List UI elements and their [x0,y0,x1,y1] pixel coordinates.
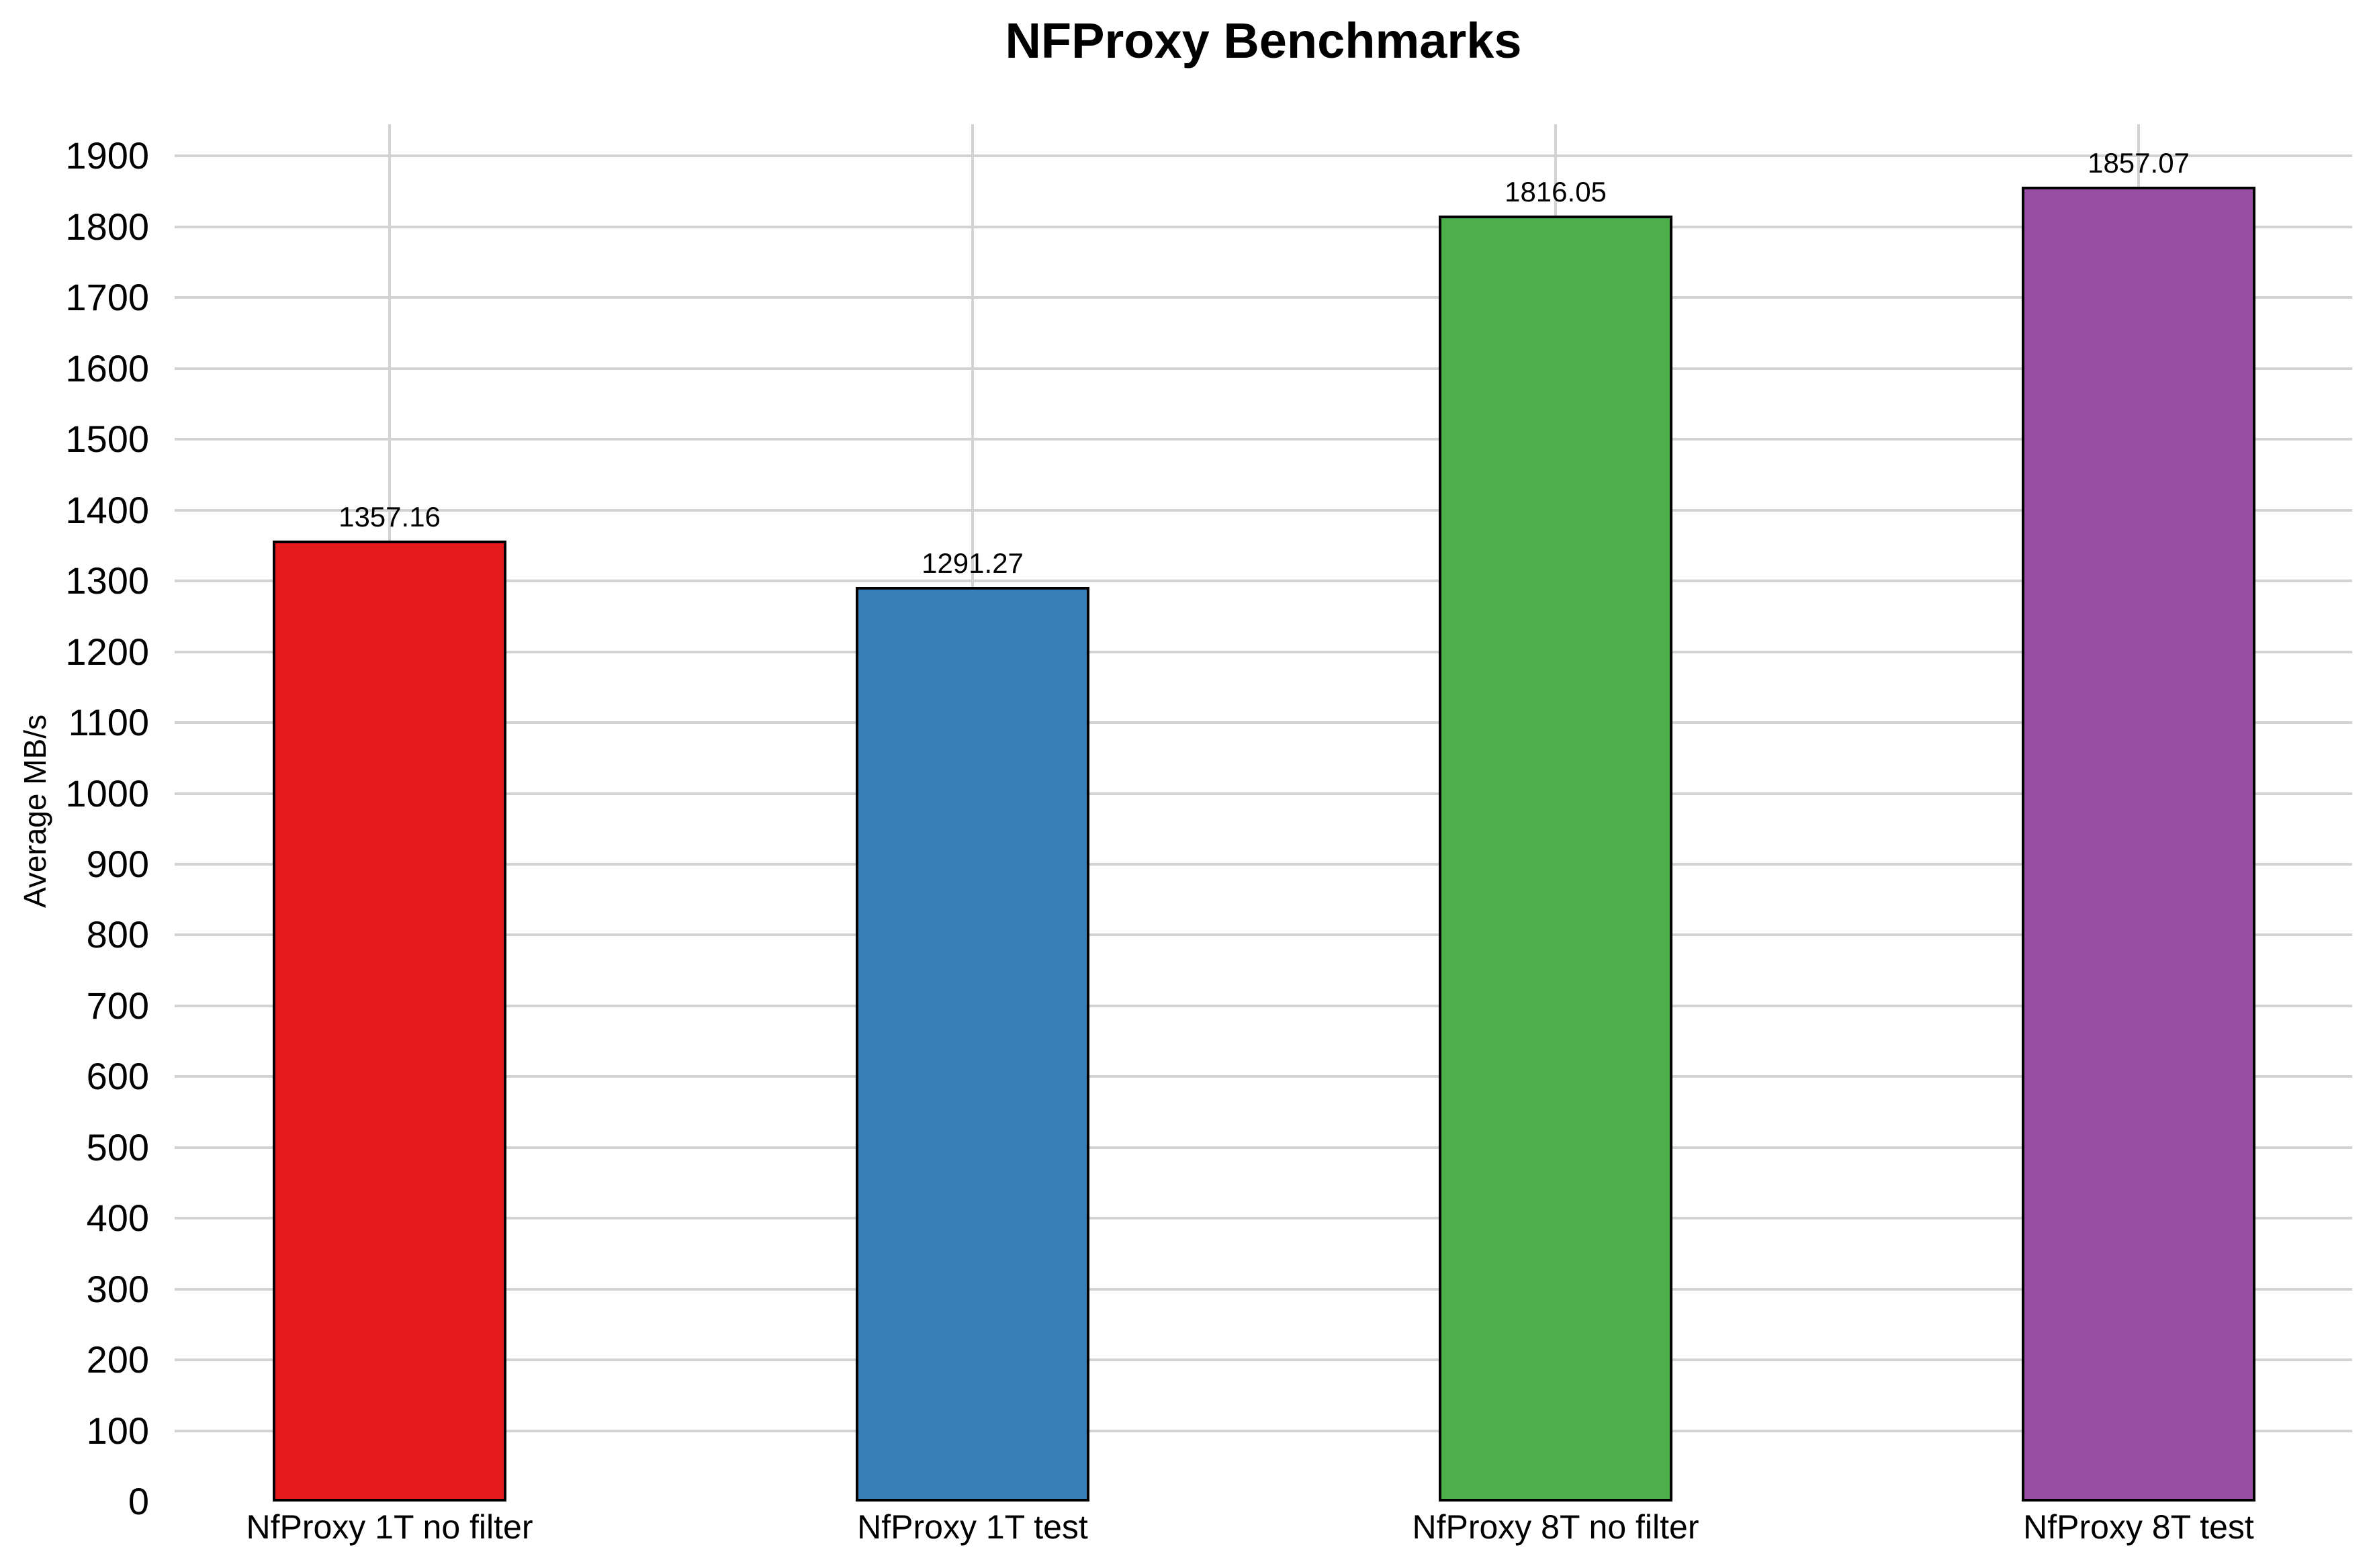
x-category-label: NfProxy 8T test [2023,1508,2254,1546]
gridline-horizontal [175,1146,2352,1149]
gridline-horizontal [175,721,2352,725]
bar-value-label: 1857.07 [2088,146,2190,179]
gridline-horizontal [175,154,2352,158]
gridline-horizontal [175,438,2352,441]
x-category-label: NfProxy 1T no filter [246,1508,533,1546]
x-category-label: NfProxy 1T test [857,1508,1088,1546]
y-tick-label: 1300 [65,559,149,602]
y-tick-label: 200 [86,1338,149,1381]
y-tick-label: 100 [86,1409,149,1452]
bar-value-label: 1816.05 [1505,175,1607,207]
y-tick-label: 1400 [65,488,149,531]
y-tick-label: 0 [128,1480,149,1522]
y-tick-label: 900 [86,842,149,885]
gridline-horizontal [175,1358,2352,1362]
bar [856,587,1089,1502]
gridline-horizontal [175,933,2352,937]
gridline-horizontal [175,508,2352,512]
gridline-horizontal [175,650,2352,653]
y-tick-label: 1700 [65,276,149,319]
y-axis-tick-labels: 0 100 200 300 400 500 600 700 800 900 1000 1100 1200… [0,0,149,1568]
y-tick-label: 500 [86,1125,149,1168]
y-tick-label: 1900 [65,134,149,177]
gridline-horizontal [175,367,2352,370]
y-tick-label: 1200 [65,630,149,673]
gridline-horizontal [175,862,2352,866]
gridline-horizontal [175,1429,2352,1432]
bar [1439,215,1672,1502]
gridline-horizontal [175,1075,2352,1078]
y-tick-label: 1500 [65,418,149,461]
bar-value-label: 1291.27 [922,547,1024,580]
y-tick-label: 800 [86,913,149,956]
gridline-horizontal [175,580,2352,583]
y-tick-label: 300 [86,1267,149,1310]
plot-area: 1357.16 1291.27 1816.05 1857.07 [175,124,2352,1502]
bar [2022,186,2255,1502]
y-tick-label: 1800 [65,205,149,248]
y-tick-label: 1600 [65,347,149,389]
gridline-horizontal [175,1217,2352,1220]
y-tick-label: 600 [86,1055,149,1098]
x-category-label: NfProxy 8T no filter [1412,1508,1699,1546]
gridline-horizontal [175,225,2352,228]
y-tick-label: 400 [86,1197,149,1240]
chart-title: NFProxy Benchmarks [1005,13,1522,68]
y-tick-label: 1100 [68,701,149,744]
bar-value-label: 1357.16 [339,500,441,533]
y-tick-label: 1000 [65,772,149,815]
gridline-horizontal [175,792,2352,795]
gridline-horizontal [175,1004,2352,1007]
bar [273,540,506,1502]
gridline-horizontal [175,1287,2352,1291]
gridline-horizontal [175,296,2352,299]
y-tick-label: 700 [86,984,149,1027]
